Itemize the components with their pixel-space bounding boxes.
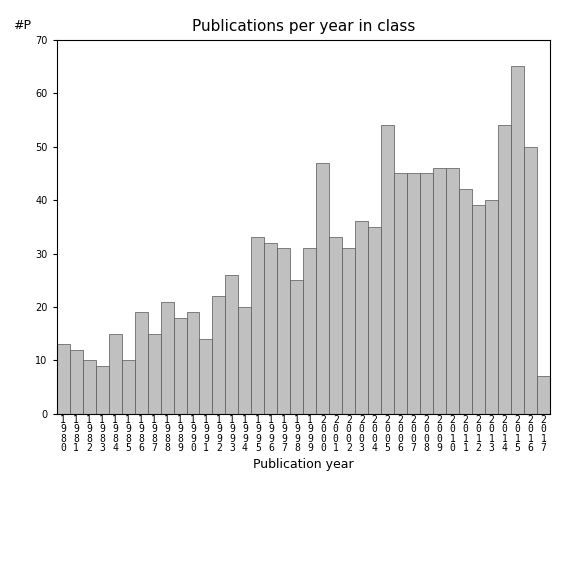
Bar [160, 302, 174, 414]
Bar [316, 163, 329, 414]
Bar [147, 334, 160, 414]
Bar [290, 280, 303, 414]
Bar [524, 147, 537, 414]
Bar [329, 238, 342, 414]
Bar [420, 174, 433, 414]
Bar [96, 366, 109, 414]
Y-axis label: #P: #P [13, 19, 31, 32]
Bar [459, 189, 472, 414]
Bar [213, 297, 226, 414]
Bar [121, 361, 134, 414]
Bar [303, 248, 316, 414]
Bar [498, 125, 511, 414]
X-axis label: Publication year: Publication year [253, 459, 354, 471]
Bar [381, 125, 394, 414]
Bar [251, 238, 264, 414]
Bar [134, 312, 147, 414]
Bar [57, 344, 70, 414]
Bar [407, 174, 420, 414]
Bar [70, 350, 83, 414]
Bar [472, 205, 485, 414]
Bar [277, 248, 290, 414]
Title: Publications per year in class: Publications per year in class [192, 19, 415, 35]
Bar [394, 174, 407, 414]
Bar [226, 275, 239, 414]
Bar [200, 339, 213, 414]
Bar [187, 312, 200, 414]
Bar [174, 318, 187, 414]
Bar [537, 376, 550, 414]
Bar [446, 168, 459, 414]
Bar [239, 307, 251, 414]
Bar [342, 248, 356, 414]
Bar [109, 334, 121, 414]
Bar [433, 168, 446, 414]
Bar [264, 243, 277, 414]
Bar [511, 66, 524, 414]
Bar [368, 227, 381, 414]
Bar [485, 200, 498, 414]
Bar [356, 222, 368, 414]
Bar [83, 361, 96, 414]
